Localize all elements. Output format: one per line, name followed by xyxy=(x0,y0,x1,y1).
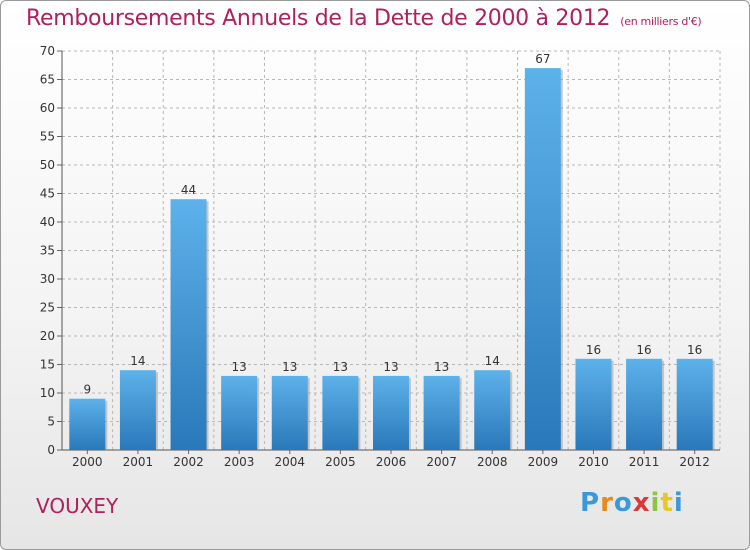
bar-value-label: 16 xyxy=(636,343,651,357)
logo-letter: P xyxy=(580,488,601,518)
x-tick-label: 2003 xyxy=(224,455,255,469)
x-tick-label: 2012 xyxy=(679,455,710,469)
y-tick-label: 30 xyxy=(40,272,55,286)
logo-letter: r xyxy=(600,488,614,518)
bar xyxy=(221,375,258,450)
y-tick-label: 50 xyxy=(40,158,55,172)
commune-name: VOUXEY xyxy=(36,494,119,518)
y-tick-label: 65 xyxy=(40,73,55,87)
chart-subtitle: (en milliers d'€) xyxy=(620,15,702,28)
y-tick-label: 15 xyxy=(40,358,55,372)
logo-letter: t xyxy=(660,488,674,518)
x-tick-label: 2009 xyxy=(528,455,559,469)
bar-value-label: 14 xyxy=(485,354,500,368)
bar xyxy=(69,398,106,450)
bar-value-label: 44 xyxy=(181,183,196,197)
bar-value-label: 16 xyxy=(687,343,702,357)
x-tick-label: 2000 xyxy=(72,455,103,469)
bar xyxy=(575,358,612,450)
x-tick-label: 2001 xyxy=(123,455,154,469)
x-tick-label: 2004 xyxy=(274,455,305,469)
bar xyxy=(322,375,359,450)
logo-letter: i xyxy=(650,488,661,518)
x-tick-label: 2010 xyxy=(578,455,609,469)
logo-letter: x xyxy=(632,488,651,518)
bar-value-label: 16 xyxy=(586,343,601,357)
x-tick-label: 2011 xyxy=(629,455,660,469)
bar xyxy=(119,370,156,450)
bar-value-label: 13 xyxy=(282,360,297,374)
bar-value-label: 13 xyxy=(333,360,348,374)
x-tick-label: 2007 xyxy=(426,455,457,469)
x-tick-label: 2005 xyxy=(325,455,356,469)
y-tick-label: 20 xyxy=(40,329,55,343)
bar-value-label: 13 xyxy=(232,360,247,374)
x-tick-label: 2008 xyxy=(477,455,508,469)
chart-title: Remboursements Annuels de la Dette de 20… xyxy=(26,6,702,31)
y-tick-label: 0 xyxy=(47,443,55,457)
bar xyxy=(626,358,663,450)
y-tick-label: 10 xyxy=(40,386,55,400)
bar-value-label: 14 xyxy=(130,354,145,368)
y-tick-label: 60 xyxy=(40,101,55,115)
proxiti-logo: Proxiti xyxy=(580,488,684,518)
logo-letter: o xyxy=(613,488,633,518)
chart-title-text: Remboursements Annuels de la Dette de 20… xyxy=(26,6,611,31)
bar-value-label: 13 xyxy=(434,360,449,374)
y-tick-label: 45 xyxy=(40,187,55,201)
bar xyxy=(524,68,561,450)
bar xyxy=(271,375,308,450)
bar xyxy=(373,375,409,450)
bar xyxy=(170,199,207,450)
bar xyxy=(474,370,511,450)
y-tick-label: 70 xyxy=(40,44,55,58)
y-tick-label: 40 xyxy=(40,215,55,229)
y-tick-label: 5 xyxy=(47,415,55,429)
x-tick-label: 2006 xyxy=(376,455,407,469)
y-tick-label: 25 xyxy=(40,301,55,315)
logo-letter: i xyxy=(673,488,684,518)
bar-value-label: 9 xyxy=(83,383,91,397)
bar xyxy=(676,358,713,450)
y-tick-label: 55 xyxy=(40,130,55,144)
x-tick-label: 2002 xyxy=(173,455,204,469)
y-tick-label: 35 xyxy=(40,244,55,258)
bar-value-label: 13 xyxy=(383,360,398,374)
bar xyxy=(423,375,460,450)
bar-value-label: 67 xyxy=(535,52,550,66)
